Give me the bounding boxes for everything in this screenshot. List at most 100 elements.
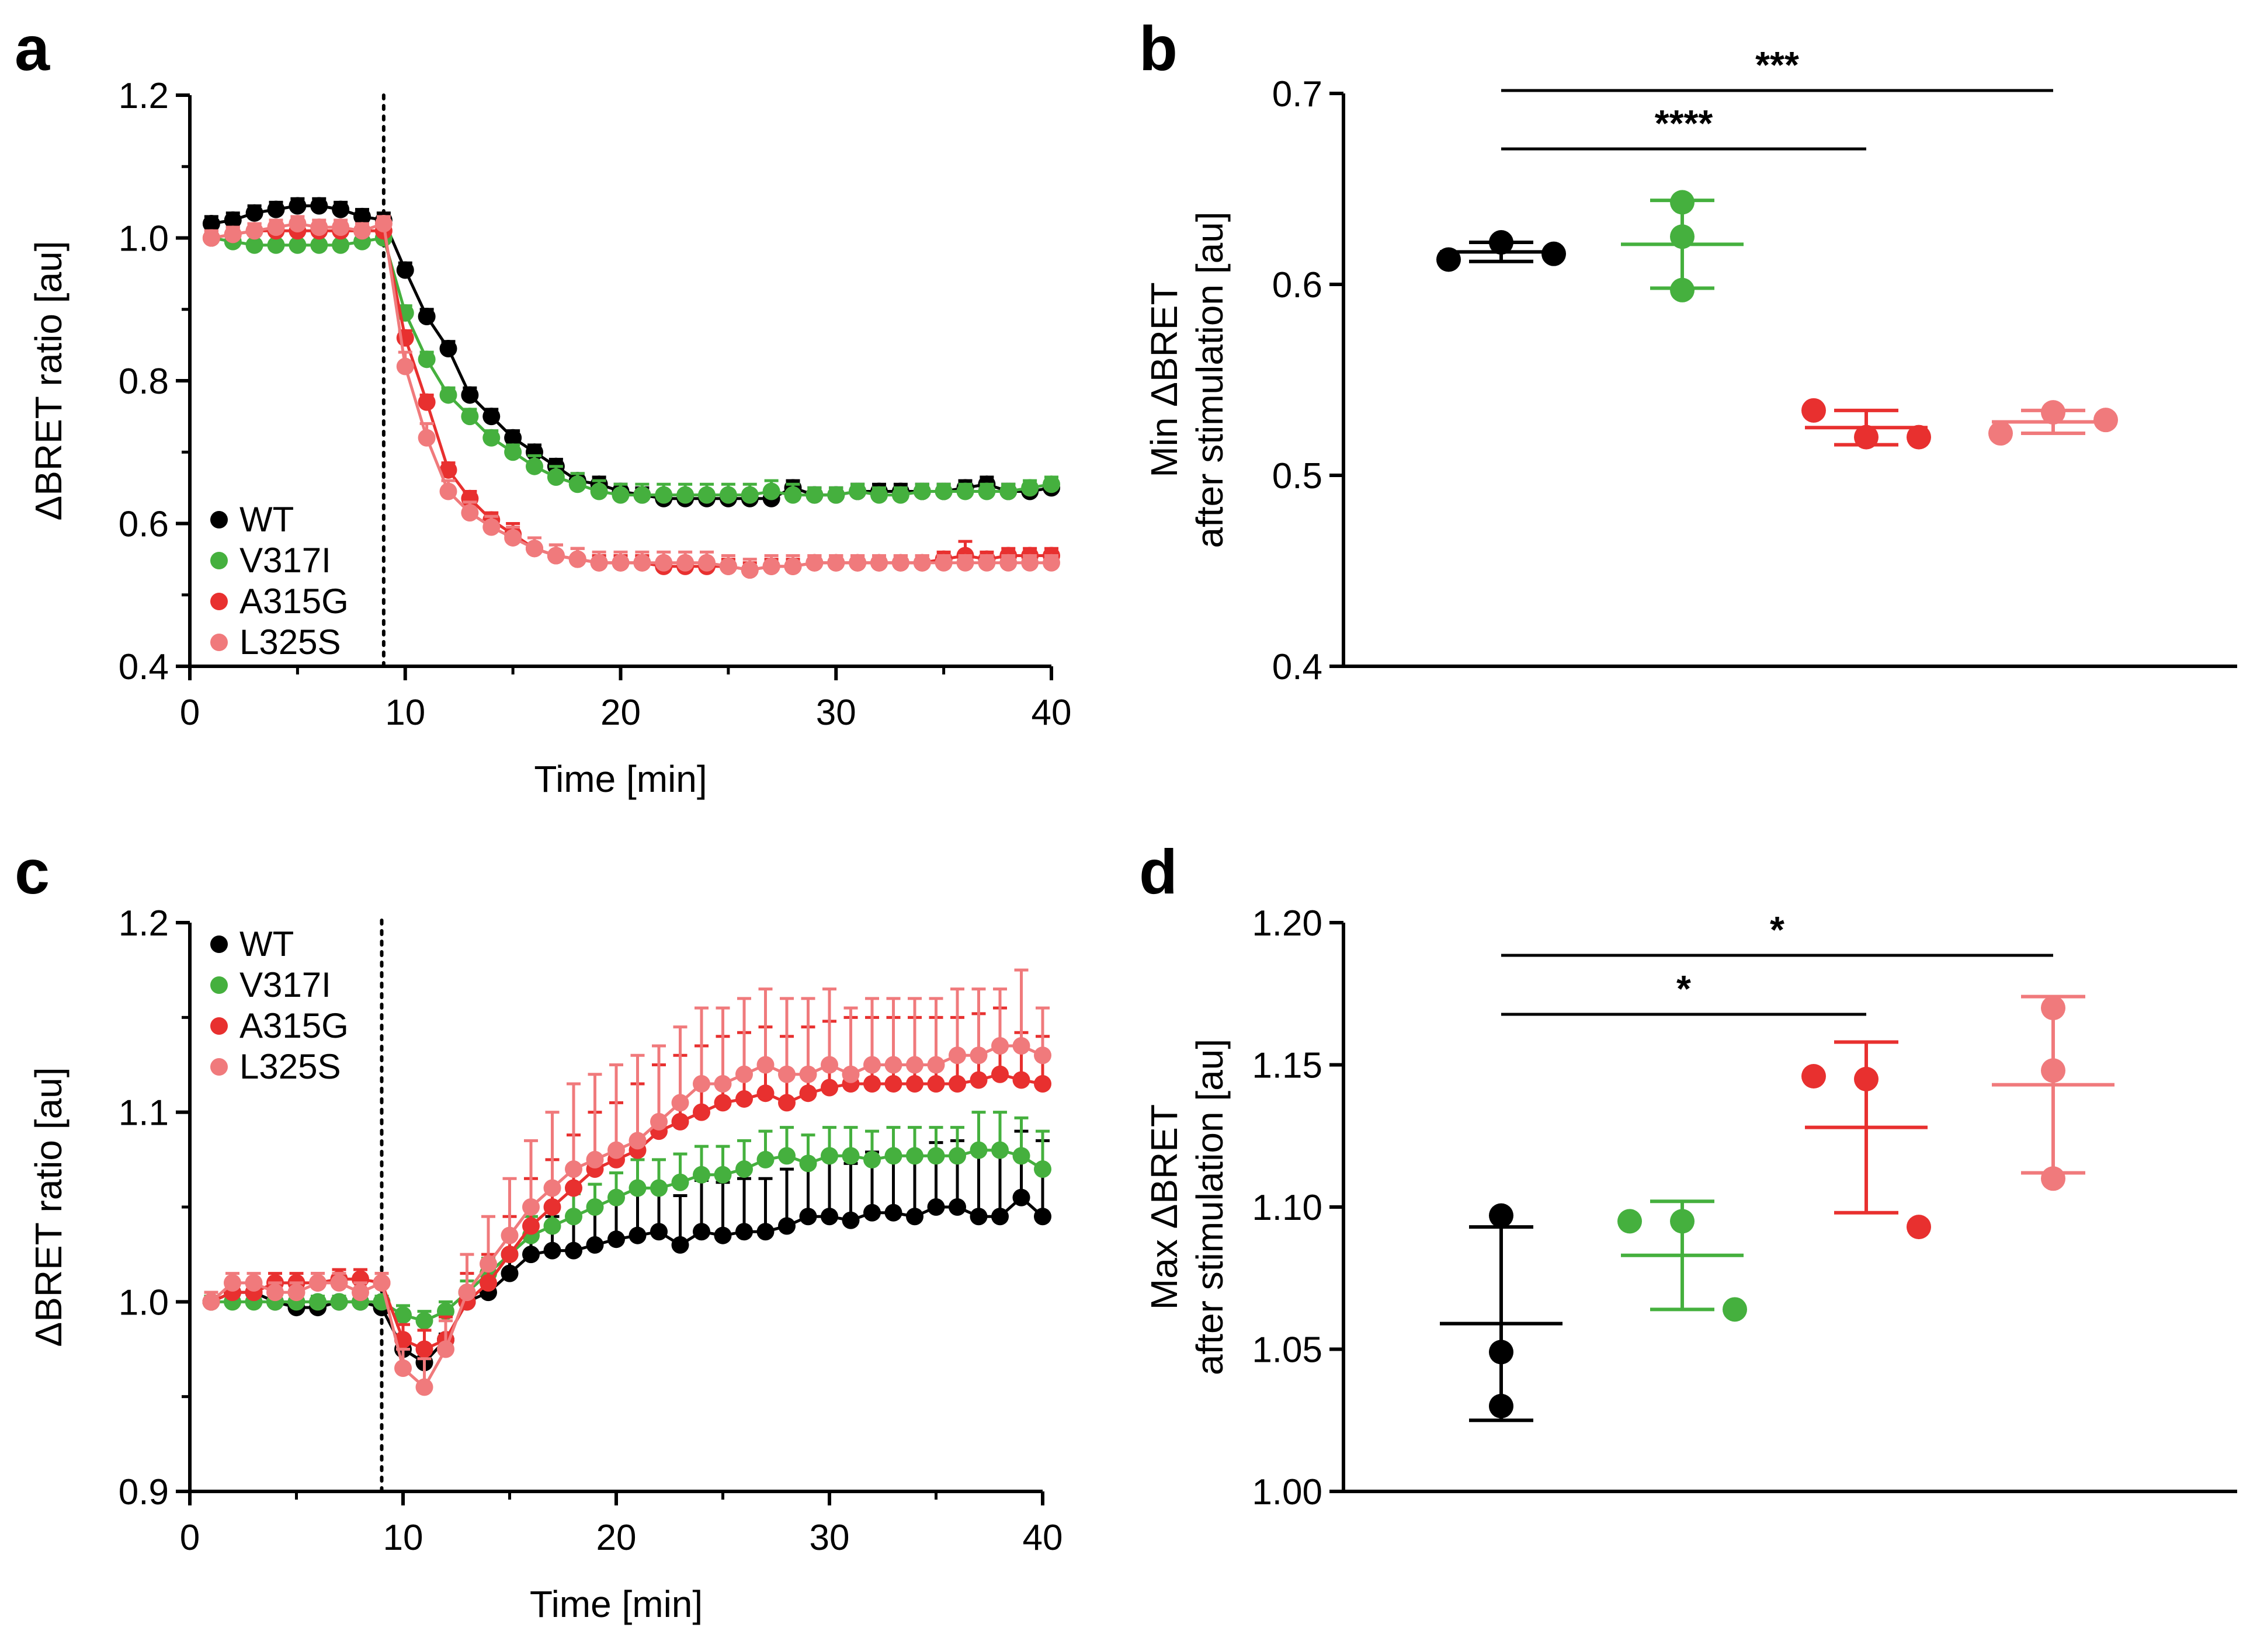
x-tick-label: 10 [383, 1518, 423, 1558]
x-tick-label: 30 [816, 693, 856, 733]
data-point [927, 1198, 945, 1216]
legend-label-a315g: A315G [239, 1006, 349, 1045]
panel-a-timecourse-chart: 0.4 0.6 0.8 1.0 1.2 0 10 20 30 40 Time [min] ΔBRET … [27, 76, 1071, 800]
data-point [799, 1208, 817, 1226]
y-tick-label: 1.05 [1252, 1330, 1322, 1371]
data-point [676, 554, 695, 572]
data-point [884, 1074, 902, 1093]
data-point [741, 486, 759, 504]
y-axis-title-line-2: after stimulation [au] [1189, 211, 1231, 548]
data-point [522, 1246, 540, 1264]
y-axis-title-line-2: after stimulation [au] [1189, 1039, 1231, 1375]
data-point [1436, 247, 1461, 272]
series-line-l325s [210, 1044, 1044, 1390]
data-point [1034, 1160, 1051, 1178]
data-point [586, 1198, 604, 1216]
data-point [266, 1284, 284, 1302]
data-point [418, 307, 436, 325]
data-point [821, 1079, 838, 1097]
panel-c-letter: c [15, 836, 50, 907]
data-point [522, 1217, 540, 1235]
data-point [906, 1147, 923, 1165]
data-point [1043, 554, 1060, 572]
data-point [245, 236, 263, 254]
data-point [978, 482, 996, 500]
series-l325s [202, 215, 1060, 579]
legend-label-a315g: A315G [239, 582, 349, 621]
significance-bracket: * [1501, 968, 1866, 1016]
data-point [870, 554, 888, 572]
series-line-l325s [211, 221, 1051, 572]
data-point [956, 554, 974, 572]
data-point [671, 1236, 689, 1254]
data-point [863, 1204, 881, 1222]
data-point [461, 504, 479, 522]
data-point [439, 482, 457, 500]
data-point [884, 1147, 902, 1165]
data-point [309, 1274, 327, 1292]
data-point [547, 547, 565, 565]
data-point [650, 1223, 668, 1241]
panel-a-letter: a [15, 13, 50, 84]
data-point [970, 1208, 988, 1226]
y-tick-label: 0.6 [119, 505, 169, 545]
data-point [418, 429, 436, 447]
data-point [693, 1074, 710, 1093]
data-point [202, 1293, 220, 1311]
legend-label-l325s: L325S [239, 1047, 341, 1086]
data-point [607, 1188, 625, 1206]
x-tick-label: 0 [180, 1518, 200, 1558]
data-point [1012, 1071, 1030, 1089]
significance-bracket: * [1501, 909, 2053, 957]
data-point [778, 1217, 796, 1235]
data-point [330, 1293, 348, 1311]
panel-b-letter: b [1139, 13, 1178, 84]
data-point [970, 1071, 988, 1089]
data-point [439, 461, 457, 479]
data-point [2041, 400, 2065, 425]
x-axis-title: Time [min] [530, 1583, 703, 1625]
data-point [418, 350, 436, 368]
y-tick-label: 0.8 [119, 361, 169, 402]
data-point [1541, 241, 1566, 266]
x-tick-label: 20 [600, 693, 641, 733]
data-point [224, 211, 242, 229]
data-point [1489, 1203, 1513, 1228]
data-point [458, 1284, 476, 1302]
y-tick-label: 1.15 [1252, 1046, 1322, 1086]
data-point [586, 1150, 604, 1168]
data-point [543, 1241, 561, 1260]
data-point [309, 1293, 327, 1311]
data-point [1489, 1393, 1513, 1418]
y-axis-title: ΔBRET ratio [au] [27, 1067, 70, 1347]
data-point [633, 554, 651, 572]
data-point [799, 1065, 817, 1083]
legend-marker-wt [210, 935, 228, 953]
data-point [565, 1241, 582, 1260]
significance-label: * [1676, 968, 1691, 1010]
data-point [287, 1284, 305, 1302]
data-point [655, 554, 673, 572]
data-point [504, 528, 522, 547]
data-point [543, 1179, 561, 1197]
legend-marker-a315g [210, 593, 228, 610]
data-point [935, 482, 953, 500]
data-point [714, 1226, 732, 1244]
panel-d-max-scatter-chart: 1.00 1.05 1.10 1.15 1.20 Max ΔBRET after stimu… [1143, 903, 2237, 1512]
y-tick-label: 1.2 [119, 76, 169, 116]
data-point [224, 225, 242, 244]
data-point [698, 554, 716, 572]
data-point [629, 1179, 647, 1197]
significance-label: * [1770, 909, 1784, 951]
data-point [245, 222, 263, 240]
data-point [353, 207, 371, 225]
data-point [568, 475, 586, 493]
y-axis-title-line-1: Max ΔBRET [1143, 1104, 1185, 1310]
data-point [805, 486, 824, 504]
data-point [437, 1340, 454, 1358]
data-point [1012, 1147, 1030, 1165]
data-point [289, 215, 307, 233]
data-point [202, 229, 220, 247]
data-point [1034, 1208, 1051, 1226]
